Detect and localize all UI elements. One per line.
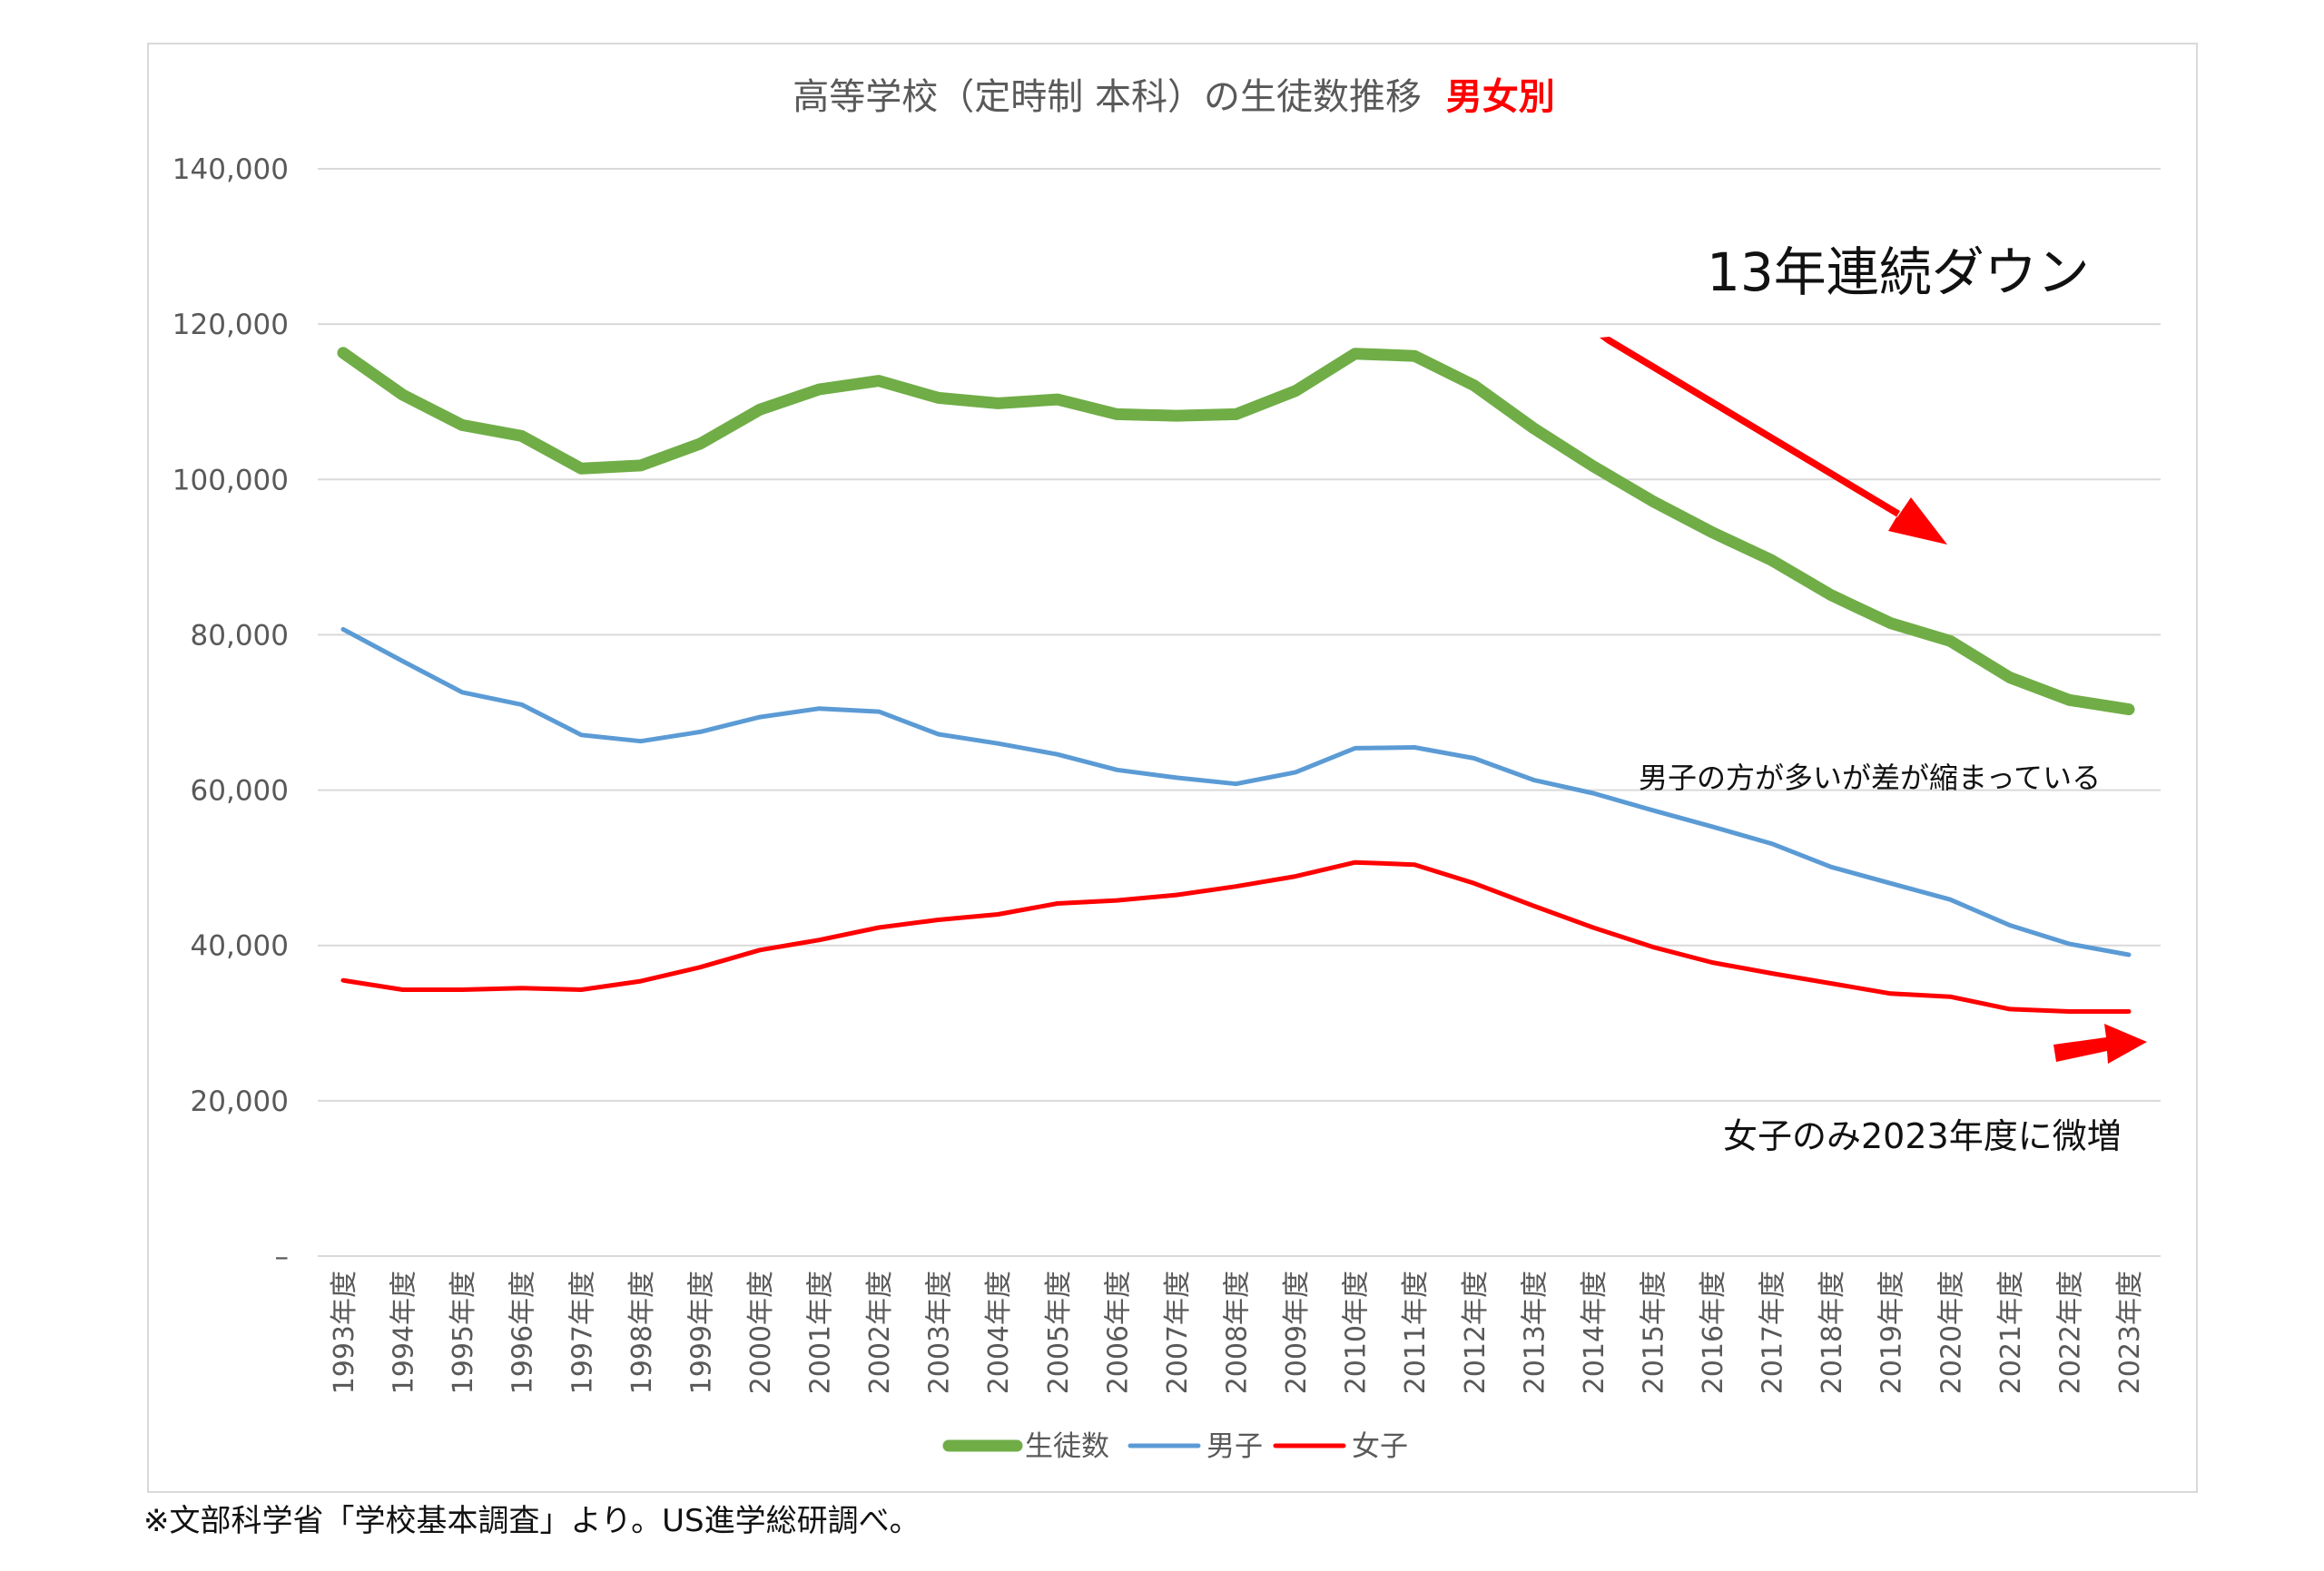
- x-axis-ticks: 1993年度 1994年度 1995年度 1996年度 1997年度 1998年度 1999…: [329, 1271, 2146, 1394]
- x-tick-label: 2013年度: [1519, 1271, 1551, 1394]
- x-tick-label: 2019年度: [1876, 1271, 1908, 1394]
- x-tick-label: 1993年度: [329, 1271, 360, 1394]
- source-note: ※文部科学省「学校基本調査」より。US進学総研調べ。: [143, 1503, 921, 1539]
- x-tick-label: 2021年度: [1995, 1271, 2027, 1394]
- series-lines: [337, 347, 2135, 1014]
- x-tick-label: 2003年度: [924, 1271, 956, 1394]
- chart-title: 高等学校（定時制 本科）の生徒数推移 男女別: [793, 76, 1554, 118]
- y-tick-label: 120,000: [172, 309, 289, 341]
- series-line-生徒数: [337, 347, 2135, 716]
- y-tick-label: 40,000: [191, 930, 289, 963]
- annotation-decline: 13年連続ダウン: [1707, 241, 2090, 303]
- x-tick-label: 2018年度: [1817, 1271, 1848, 1394]
- series-line-女子: [340, 859, 2132, 1014]
- x-tick-label: 2006年度: [1102, 1271, 1134, 1394]
- x-tick-label: 2017年度: [1758, 1271, 1789, 1394]
- x-tick-label: 2007年度: [1162, 1271, 1194, 1394]
- x-tick-label: 2023年度: [2114, 1271, 2146, 1394]
- x-tick-label: 2004年度: [983, 1271, 1015, 1394]
- y-tick-label: 140,000: [172, 153, 289, 186]
- x-tick-label: 1995年度: [448, 1271, 479, 1394]
- x-tick-label: 2012年度: [1460, 1271, 1492, 1394]
- legend-label: 男子: [1206, 1430, 1263, 1463]
- x-tick-label: 2002年度: [864, 1271, 896, 1394]
- y-tick-label: 100,000: [172, 464, 289, 496]
- x-tick-label: 1996年度: [507, 1271, 539, 1394]
- x-tick-label: 2015年度: [1638, 1271, 1669, 1394]
- series-line-男子: [340, 626, 2132, 957]
- legend-label: 生徒数: [1025, 1430, 1109, 1463]
- y-axis-ticks: – 20,000 40,000 60,000 80,000 100,000 120,000 1…: [172, 153, 289, 1273]
- annotation-female: 女子のみ2023年度に微増: [1723, 1116, 2122, 1156]
- right-arrow-icon: [2053, 1024, 2147, 1064]
- annotation-gap: 男子の方が多いが差が縮まっている: [1639, 761, 2101, 795]
- x-tick-label: 1999年度: [685, 1271, 717, 1394]
- y-tick-label: 80,000: [191, 619, 289, 652]
- x-tick-label: 1997年度: [566, 1271, 598, 1394]
- x-tick-label: 2010年度: [1341, 1271, 1373, 1394]
- y-tick-label: –: [275, 1241, 290, 1273]
- x-tick-label: 2001年度: [805, 1271, 837, 1394]
- legend: 生徒数 男子 女子: [942, 1430, 1408, 1463]
- y-tick-label: 20,000: [191, 1085, 289, 1118]
- x-tick-label: 1994年度: [389, 1271, 420, 1394]
- legend-label: 女子: [1352, 1430, 1408, 1463]
- chart-title-main: 高等学校（定時制 本科）の生徒数推移: [793, 76, 1422, 118]
- x-tick-label: 2009年度: [1281, 1271, 1313, 1394]
- x-tick-label: 2005年度: [1043, 1271, 1075, 1394]
- chart-frame: [147, 43, 2198, 1493]
- x-tick-label: 2008年度: [1222, 1271, 1254, 1394]
- x-tick-label: 2000年度: [745, 1271, 777, 1394]
- x-tick-label: 2020年度: [1935, 1271, 1967, 1394]
- x-tick-label: 1998年度: [626, 1271, 658, 1394]
- x-tick-label: 2022年度: [2054, 1271, 2086, 1394]
- x-tick-label: 2014年度: [1579, 1271, 1610, 1394]
- grid-lines: [318, 168, 2161, 1257]
- x-tick-label: 2011年度: [1400, 1271, 1432, 1394]
- y-tick-label: 60,000: [191, 775, 289, 808]
- chart-title-highlight: 男女別: [1446, 76, 1555, 118]
- down-arrow-icon: [1600, 337, 1947, 545]
- x-tick-label: 2016年度: [1698, 1271, 1729, 1394]
